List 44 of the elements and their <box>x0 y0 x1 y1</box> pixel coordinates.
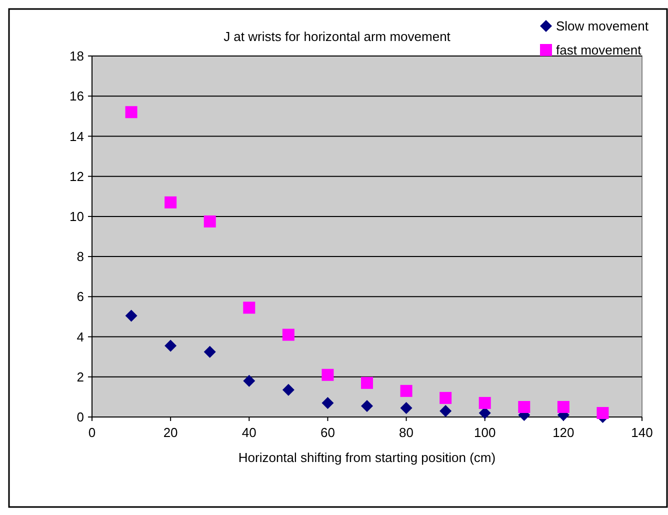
chart-title: J at wrists for horizontal arm movement <box>224 29 451 44</box>
point <box>164 340 177 352</box>
x-tick-label: 100 <box>474 425 496 440</box>
y-tick-label: 10 <box>70 208 84 224</box>
legend-label: fast movement <box>556 42 642 58</box>
point <box>282 384 294 396</box>
y-tick-label: 12 <box>70 168 84 184</box>
y-tick-label: 18 <box>70 48 84 64</box>
x-tick-label: 60 <box>320 425 335 440</box>
y-tick-label: 16 <box>70 88 84 104</box>
point <box>361 376 373 389</box>
y-tick-label: 14 <box>70 128 84 144</box>
point <box>361 400 373 412</box>
y-tick-label: 0 <box>76 410 84 425</box>
x-axis-title: Horizontal shifting from starting position (cm) <box>238 450 496 465</box>
point <box>243 374 256 387</box>
point <box>125 310 138 322</box>
point <box>557 400 570 413</box>
point <box>400 384 412 397</box>
x-tick-label: 120 <box>552 425 574 440</box>
point <box>322 396 334 409</box>
point <box>596 406 609 419</box>
point <box>204 215 216 228</box>
point <box>440 404 452 417</box>
x-tick-label: 0 <box>88 425 96 440</box>
point <box>282 328 294 341</box>
x-tick-label: 80 <box>399 425 414 440</box>
point <box>243 302 256 314</box>
point <box>322 368 334 381</box>
point <box>125 106 138 118</box>
y-tick-label: 2 <box>76 369 84 384</box>
x-tick-label: 40 <box>242 425 256 440</box>
y-tick-label: 6 <box>76 289 84 304</box>
point <box>478 396 491 409</box>
point <box>164 196 177 208</box>
y-tick-label: 8 <box>76 249 84 264</box>
y-tick-label: 4 <box>76 329 84 344</box>
x-tick-label: 20 <box>163 425 178 440</box>
x-tick-label: 140 <box>631 425 653 440</box>
legend-label: Slow movement <box>556 18 649 34</box>
point <box>440 392 452 404</box>
point <box>518 400 530 413</box>
point <box>204 346 216 358</box>
point <box>400 402 412 414</box>
